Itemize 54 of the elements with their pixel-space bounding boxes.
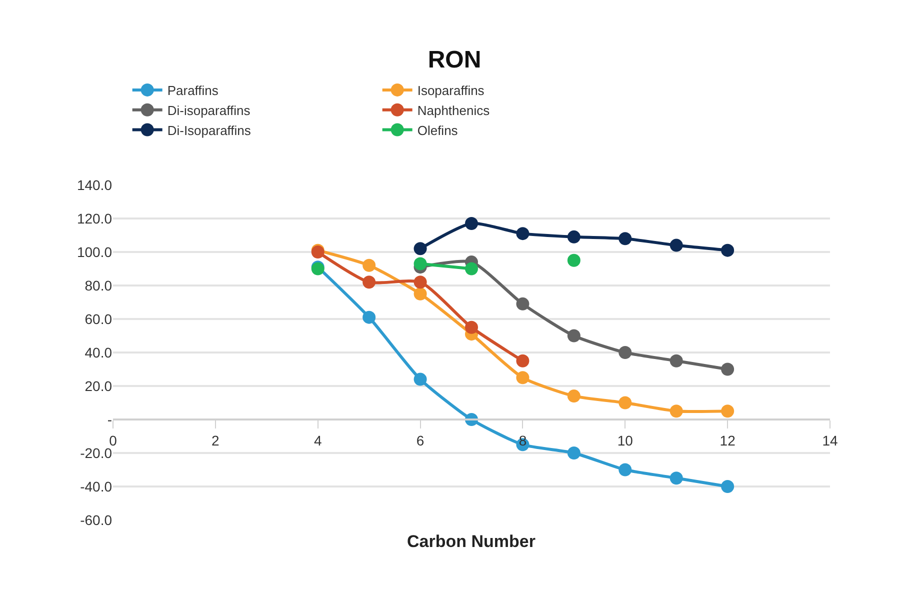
point xyxy=(465,217,478,230)
y-tick-label: 140.0 xyxy=(76,176,112,193)
point xyxy=(618,232,632,246)
point xyxy=(721,480,734,493)
x-tick-label: 6 xyxy=(416,432,424,448)
point xyxy=(618,396,632,410)
point xyxy=(414,287,427,300)
point xyxy=(465,320,478,334)
y-tick-label: 100.0 xyxy=(76,244,112,260)
x-tick-label: 4 xyxy=(314,432,322,448)
y-tick-label: 60.0 xyxy=(84,310,112,327)
point xyxy=(567,329,580,342)
x-tick-label: 12 xyxy=(720,432,736,448)
point xyxy=(516,297,530,310)
point xyxy=(362,310,376,324)
point xyxy=(721,244,734,257)
point xyxy=(516,371,530,384)
x-tick-label: 14 xyxy=(822,432,838,448)
point xyxy=(721,404,734,418)
y-tick-label: 20.0 xyxy=(84,378,112,394)
y-tick-label: - xyxy=(107,411,112,428)
point xyxy=(567,390,580,403)
point xyxy=(618,346,632,359)
x-axis-title: Carbon Number xyxy=(407,532,536,551)
y-tick-label: 40.0 xyxy=(84,344,112,360)
point xyxy=(516,354,530,368)
point xyxy=(618,463,632,476)
y-tick-label: -60.0 xyxy=(80,512,112,528)
point xyxy=(362,258,376,272)
point xyxy=(414,372,427,386)
legend-label: Isoparaffins xyxy=(417,83,485,98)
point xyxy=(721,362,734,376)
legend-label: Di-Isoparaffins xyxy=(167,122,252,138)
point xyxy=(670,238,683,252)
point xyxy=(567,230,580,244)
point xyxy=(670,472,683,485)
point xyxy=(567,446,580,460)
y-tick-label: 120.0 xyxy=(76,210,112,226)
chart-title: RON xyxy=(428,46,482,74)
legend-label: Naphthenics xyxy=(417,102,490,118)
y-tick-label: 80.0 xyxy=(84,277,112,294)
point xyxy=(362,276,376,289)
legend-label: Paraffins xyxy=(167,83,219,98)
point xyxy=(567,254,580,267)
legend-label: Di-isoparaffins xyxy=(167,102,251,118)
point xyxy=(414,276,427,289)
y-tick-label: -40.0 xyxy=(80,478,112,494)
x-tick-label: 10 xyxy=(617,432,634,448)
point xyxy=(516,227,530,240)
point xyxy=(414,242,427,256)
x-tick-label: 2 xyxy=(212,432,220,448)
legend-label: Olefins xyxy=(417,122,458,138)
point xyxy=(670,354,683,368)
point xyxy=(670,404,683,418)
